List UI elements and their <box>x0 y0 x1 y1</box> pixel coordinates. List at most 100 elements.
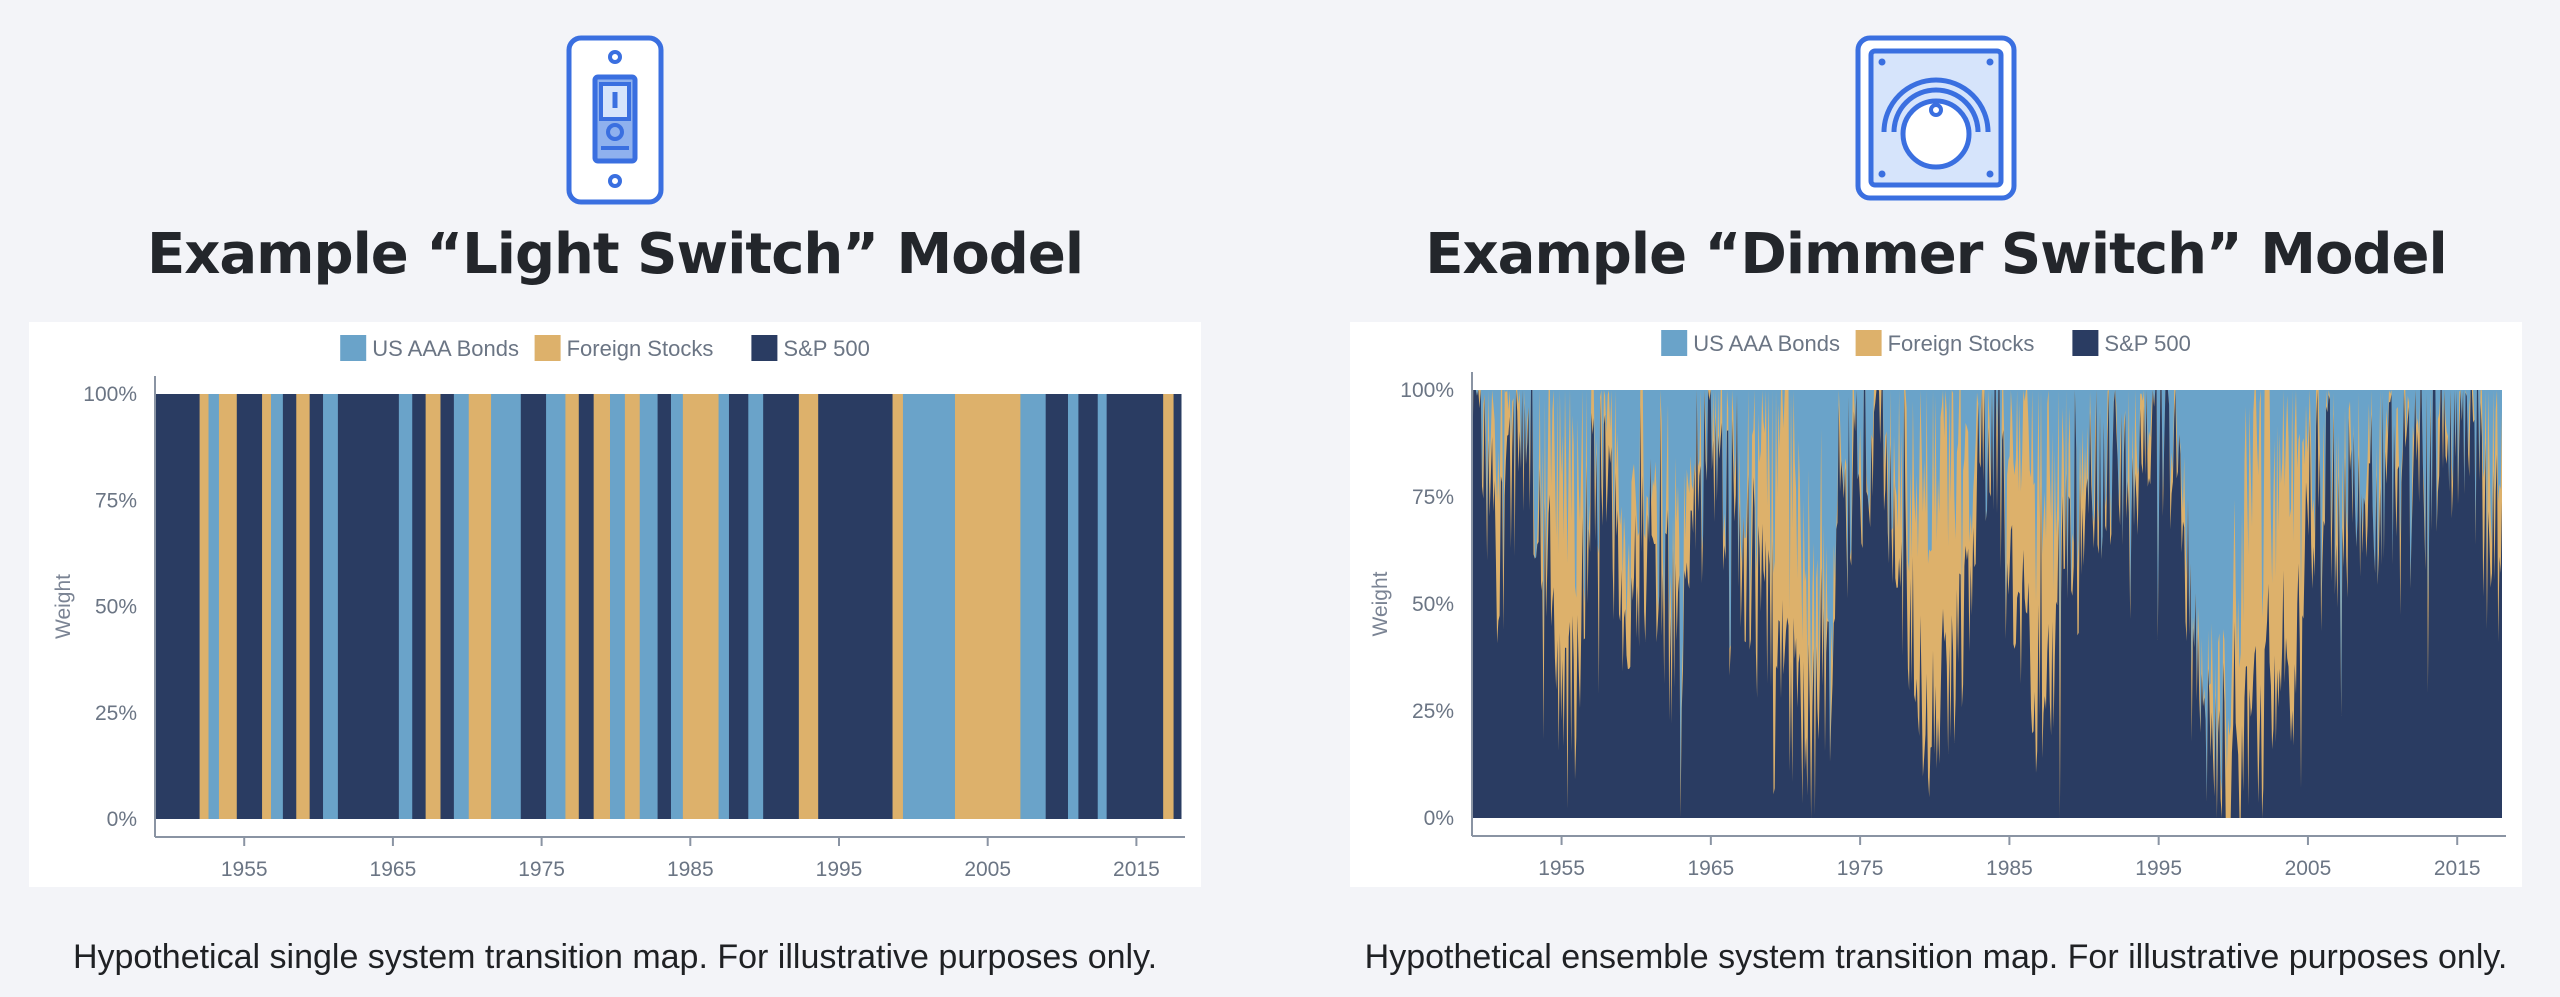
dimmer-switch-y-tick-label: 0% <box>1424 807 1454 830</box>
dimmer-switch-legend-swatch <box>1855 330 1882 356</box>
light-switch-legend-swatch <box>534 335 561 361</box>
light-switch-regime-bar <box>398 394 413 819</box>
light-switch-regime-bar <box>491 394 522 819</box>
light-switch-regime-bar <box>1097 394 1108 819</box>
light-switch-regime-bar <box>282 394 297 819</box>
dimmer-switch-panel: Example “Dimmer Switch” Model US AAA Bon… <box>1350 0 2522 997</box>
light-switch-title: Example “Light Switch” Model <box>146 222 1084 287</box>
light-switch-x-tick-label: 2015 <box>1113 858 1160 881</box>
light-switch-regime-bar <box>954 394 1021 819</box>
dimmer-switch-title: Example “Dimmer Switch” Model <box>1425 222 2447 287</box>
light-switch-y-tick-label: 25% <box>95 702 137 725</box>
light-switch-regime-bar <box>440 394 455 819</box>
light-switch-legend-label: S&P 500 <box>783 336 869 361</box>
light-switch-regime-bar <box>763 394 800 819</box>
light-switch-regime-bar <box>199 394 210 819</box>
light-switch-regime-bar <box>1045 394 1069 819</box>
dimmer-switch-legend-swatch <box>1661 330 1688 356</box>
light-switch-legend-label: Foreign Stocks <box>567 336 714 361</box>
light-switch-y-tick-label: 75% <box>95 489 137 512</box>
dimmer-switch-x-tick-label: 1955 <box>1538 857 1585 880</box>
light-switch-regime-bar <box>902 394 956 819</box>
light-switch-regime-bar <box>670 394 684 819</box>
light-switch-regime-bar <box>425 394 441 819</box>
light-switch-y-axis-title: Weight <box>52 574 75 639</box>
dimmer-switch-y-tick-label: 50% <box>1412 593 1454 616</box>
light-switch-regime-bar <box>657 394 672 819</box>
light-switch-regime-bar <box>309 394 324 819</box>
light-switch-panel: Example “Light Switch” Model US AAA Bond… <box>29 0 1201 997</box>
light-switch-regime-bar <box>1020 394 1047 819</box>
light-switch-regime-bar <box>892 394 904 819</box>
light-switch-x-tick-label: 1975 <box>518 858 565 881</box>
light-switch-regime-bar <box>270 394 284 819</box>
light-switch-x-tick-label: 1985 <box>667 858 714 881</box>
dimmer-switch-chart: US AAA Bonds Foreign Stocks S&P 500 Weight 0… <box>1350 322 2522 887</box>
dimmer-switch-legend-label: S&P 500 <box>2104 331 2190 356</box>
light-switch-regime-bar <box>262 394 272 819</box>
light-switch-x-tick-label: 1965 <box>370 858 417 881</box>
light-switch-chart-svg: US AAA Bonds Foreign Stocks S&P 500 Weight 0… <box>52 335 1185 881</box>
light-switch-y-tick-label: 100% <box>83 383 137 406</box>
light-switch-legend-swatch <box>340 335 367 361</box>
dimmer-switch-x-tick-label: 1995 <box>2135 857 2182 880</box>
light-switch-regime-bar <box>546 394 566 819</box>
light-switch-regime-bar <box>337 394 354 819</box>
light-switch-regime-bar <box>639 394 659 819</box>
dimmer-switch-x-tick-label: 1975 <box>1837 857 1884 880</box>
light-switch-caption: Hypothetical single system transition ma… <box>72 938 1158 976</box>
light-switch-regime-bar <box>1173 394 1182 819</box>
light-switch-regime-bar <box>453 394 470 819</box>
light-switch-legend-swatch <box>751 335 778 361</box>
dimmer-switch-chart-svg: US AAA Bonds Foreign Stocks S&P 500 Weight 0… <box>1369 330 2506 880</box>
light-switch-regime-bar <box>682 394 720 819</box>
light-switch-regime-bar <box>610 394 626 819</box>
light-switch-chart: US AAA Bonds Foreign Stocks S&P 500 Weight 0… <box>29 322 1201 887</box>
light-switch-x-tick-label: 2005 <box>964 858 1011 881</box>
dimmer-switch-x-tick-label: 1985 <box>1986 857 2033 880</box>
light-switch-regime-bar <box>565 394 580 819</box>
dimmer-switch-area-sp500 <box>1472 390 2502 818</box>
dimmer-switch-y-tick-label: 25% <box>1412 700 1454 723</box>
light-switch-regime-bar <box>578 394 595 819</box>
light-switch-regime-bar <box>593 394 611 819</box>
light-switch-regime-bar <box>155 394 201 819</box>
light-switch-regime-bar <box>468 394 492 819</box>
light-switch-legend-label: US AAA Bonds <box>372 336 519 361</box>
light-switch-regime-bar <box>818 394 894 819</box>
dimmer-switch-legend-swatch <box>2072 330 2099 356</box>
light-switch-regime-bar <box>1078 394 1099 819</box>
light-switch-regime-bar <box>798 394 819 819</box>
light-switch-regime-bar <box>218 394 238 819</box>
dimmer-switch-y-tick-label: 75% <box>1412 486 1454 509</box>
light-switch-regime-bar <box>718 394 730 819</box>
light-switch-regime-bar <box>1067 394 1079 819</box>
light-switch-regime-bar <box>208 394 220 819</box>
light-switch-bars <box>155 394 1182 819</box>
dimmer-switch-caption: Hypothetical ensemble system transition … <box>1364 938 2508 976</box>
light-switch-regime-bar <box>296 394 311 819</box>
dimmer-switch-x-tick-label: 2005 <box>2285 857 2332 880</box>
dimmer-switch-legend-label: US AAA Bonds <box>1693 331 1840 356</box>
light-switch-regime-bar <box>1106 394 1164 819</box>
light-switch-regime-bar <box>520 394 547 819</box>
light-switch-regime-bar <box>236 394 263 819</box>
light-switch-x-tick-label: 1995 <box>816 858 863 881</box>
light-switch-x-tick-label: 1955 <box>221 858 268 881</box>
light-switch-regime-bar <box>728 394 749 819</box>
light-switch-regime-bar <box>323 394 339 819</box>
light-switch-y-tick-label: 50% <box>95 596 137 619</box>
light-switch-regime-bar <box>352 394 400 819</box>
light-switch-icon <box>29 34 1201 206</box>
light-switch-regime-bar <box>748 394 764 819</box>
dimmer-switch-x-tick-label: 2015 <box>2434 857 2481 880</box>
light-switch-y-tick-label: 0% <box>107 808 137 831</box>
dimmer-switch-x-tick-label: 1965 <box>1687 857 1734 880</box>
light-switch-regime-bar <box>624 394 641 819</box>
dimmer-switch-y-tick-label: 100% <box>1400 379 1454 402</box>
dimmer-switch-icon <box>1350 34 2522 206</box>
light-switch-regime-bar <box>1163 394 1175 819</box>
dimmer-switch-legend-label: Foreign Stocks <box>1888 331 2035 356</box>
light-switch-regime-bar <box>412 394 427 819</box>
dimmer-switch-y-axis-title: Weight <box>1369 571 1392 636</box>
